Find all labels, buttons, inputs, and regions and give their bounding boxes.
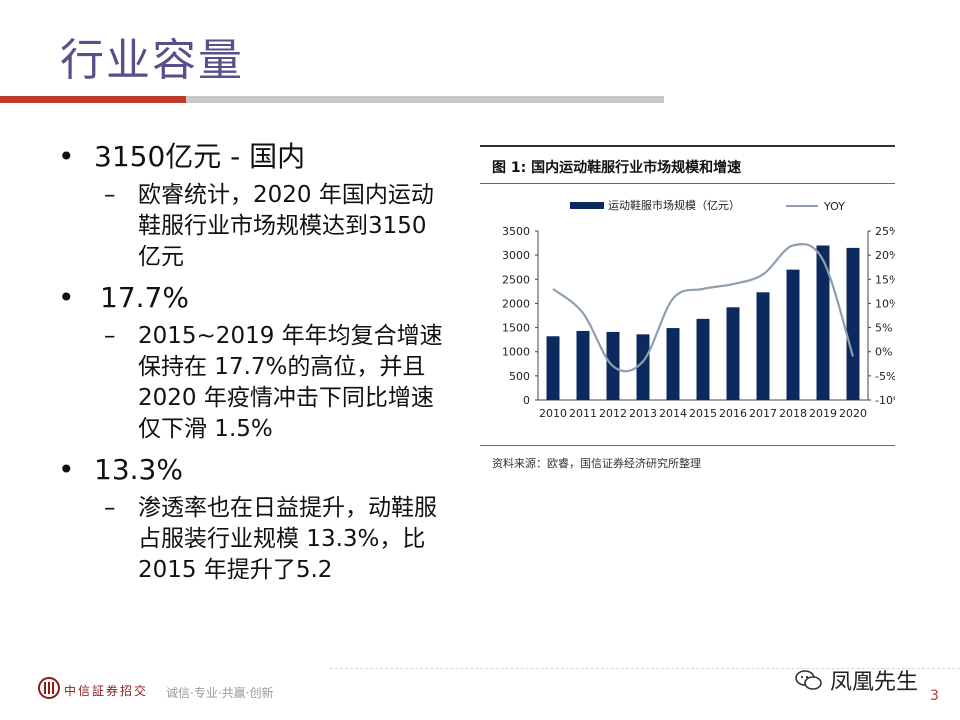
legend-swatch-bar [570,202,604,209]
bullet-list: • 3150亿元 - 国内 – 欧睿统计，2020 年国内运动鞋服行业市场规模达… [48,140,448,594]
title-rule [186,96,664,103]
chart-figure: 图 1: 国内运动鞋服行业市场规模和增速 运动鞋服市场规模（亿元） YOY 0 500… [480,145,895,475]
bullet-marker: • [58,281,75,314]
y-left-tick-label: 500 [509,370,530,383]
wechat-icon [795,670,822,690]
bar-2016 [726,307,740,400]
series-line-yoy [552,243,855,373]
x-tick-label: 2015 [689,407,717,420]
y-left-tick-label: 1000 [502,346,530,359]
figure-caption-rule [480,183,895,184]
y-left-tick-label: 3000 [502,249,530,262]
x-tick-label: 2018 [779,407,807,420]
x-tick-label: 2012 [599,407,627,420]
y-left-tick-label: 3500 [502,225,530,238]
bar-2020 [846,247,860,400]
footer-slogan: 诚信·专业·共赢·创新 [166,686,274,700]
sub-bullet-item: – 渗透率也在日益提升，动鞋服占服装行业规模 13.3%，比 2015 年提升了… [48,493,448,586]
wechat-watermark: 凤凰先生 [794,664,918,696]
x-tick-label: 2017 [749,407,777,420]
title-rule-accent [0,96,186,103]
sub-bullet-marker: – [104,182,116,208]
y-left-tick-label: 0 [523,394,530,407]
y-left-tick-label: 2500 [502,273,530,286]
bar-2010 [546,336,560,400]
sub-bullet-text: 渗透率也在日益提升，动鞋服占服装行业规模 13.3%，比 2015 年提升了5.… [138,495,437,583]
y-right-tick-label: 10% [875,297,895,310]
x-tick-label: 2010 [539,407,567,420]
bullet-marker: • [58,453,75,486]
bar-2019 [816,245,830,400]
y-right-tick-label: 5% [875,322,892,335]
bar-2017 [756,292,770,400]
y-right-tick-label: 20% [875,249,895,262]
bullet-text: 3150亿元 - 国内 [94,140,306,173]
sub-bullet-text: 欧睿统计，2020 年国内运动鞋服行业市场规模达到3150亿元 [138,182,434,270]
company-logo-icon [38,677,60,699]
x-tick-label: 2014 [659,407,687,420]
y-right-tick-label: -10% [875,394,895,407]
bar-2015 [696,318,710,400]
sub-bullet-marker: – [104,495,116,521]
wechat-account-name: 凤凰先生 [830,670,919,695]
bullet-item: • 3150亿元 - 国内 [48,140,448,174]
x-tick-label: 2020 [839,407,867,420]
x-tick-label: 2011 [569,407,597,420]
bar-2011 [576,330,590,400]
y-left-tick-label: 1500 [502,322,530,335]
bullet-text: 13.3% [94,453,183,486]
sub-bullet-item: – 欧睿统计，2020 年国内运动鞋服行业市场规模达到3150亿元 [48,180,448,273]
bullet-item: • 17.7% [48,281,448,315]
legend-label-line: YOY [823,200,845,213]
bullet-item: • 13.3% [48,453,448,487]
x-tick-label: 2013 [629,407,657,420]
legend-label-bar: 运动鞋服市场规模（亿元） [608,198,740,212]
x-tick-label: 2019 [809,407,837,420]
sub-bullet-item: – 2015~2019 年年均复合增速保持在 17.7%的高位，并且 2020 … [48,321,448,445]
sub-bullet-marker: – [104,323,116,349]
figure-source: 资料来源：欧睿，国信证券经济研究所整理 [492,457,701,470]
figure-top-rule [480,145,895,147]
page-number: 3 [930,688,939,704]
bullet-marker: • [58,140,75,173]
bar-2018 [786,269,800,400]
figure-caption: 图 1: 国内运动鞋服行业市场规模和增速 [492,160,742,176]
combo-chart: 运动鞋服市场规模（亿元） YOY 0 500 1000 1500 2000 2500 3000 3… [502,198,895,420]
company-logo-text: 中信証券招交 [64,684,149,698]
footer-divider [330,668,960,669]
x-tick-label: 2016 [719,407,747,420]
slide-title: 行业容量 [60,35,244,86]
bar-2013 [636,334,650,400]
y-right-tick-label: -5% [875,370,895,383]
y-left-tick-label: 2000 [502,297,530,310]
bullet-text: 17.7% [100,281,189,314]
y-right-tick-label: 25% [875,225,895,238]
sub-bullet-text: 2015~2019 年年均复合增速保持在 17.7%的高位，并且 2020 年疫… [138,323,443,442]
figure-bottom-rule [480,445,895,446]
bar-2014 [666,328,680,400]
y-right-tick-label: 15% [875,273,895,286]
y-right-tick-label: 0% [875,346,892,359]
